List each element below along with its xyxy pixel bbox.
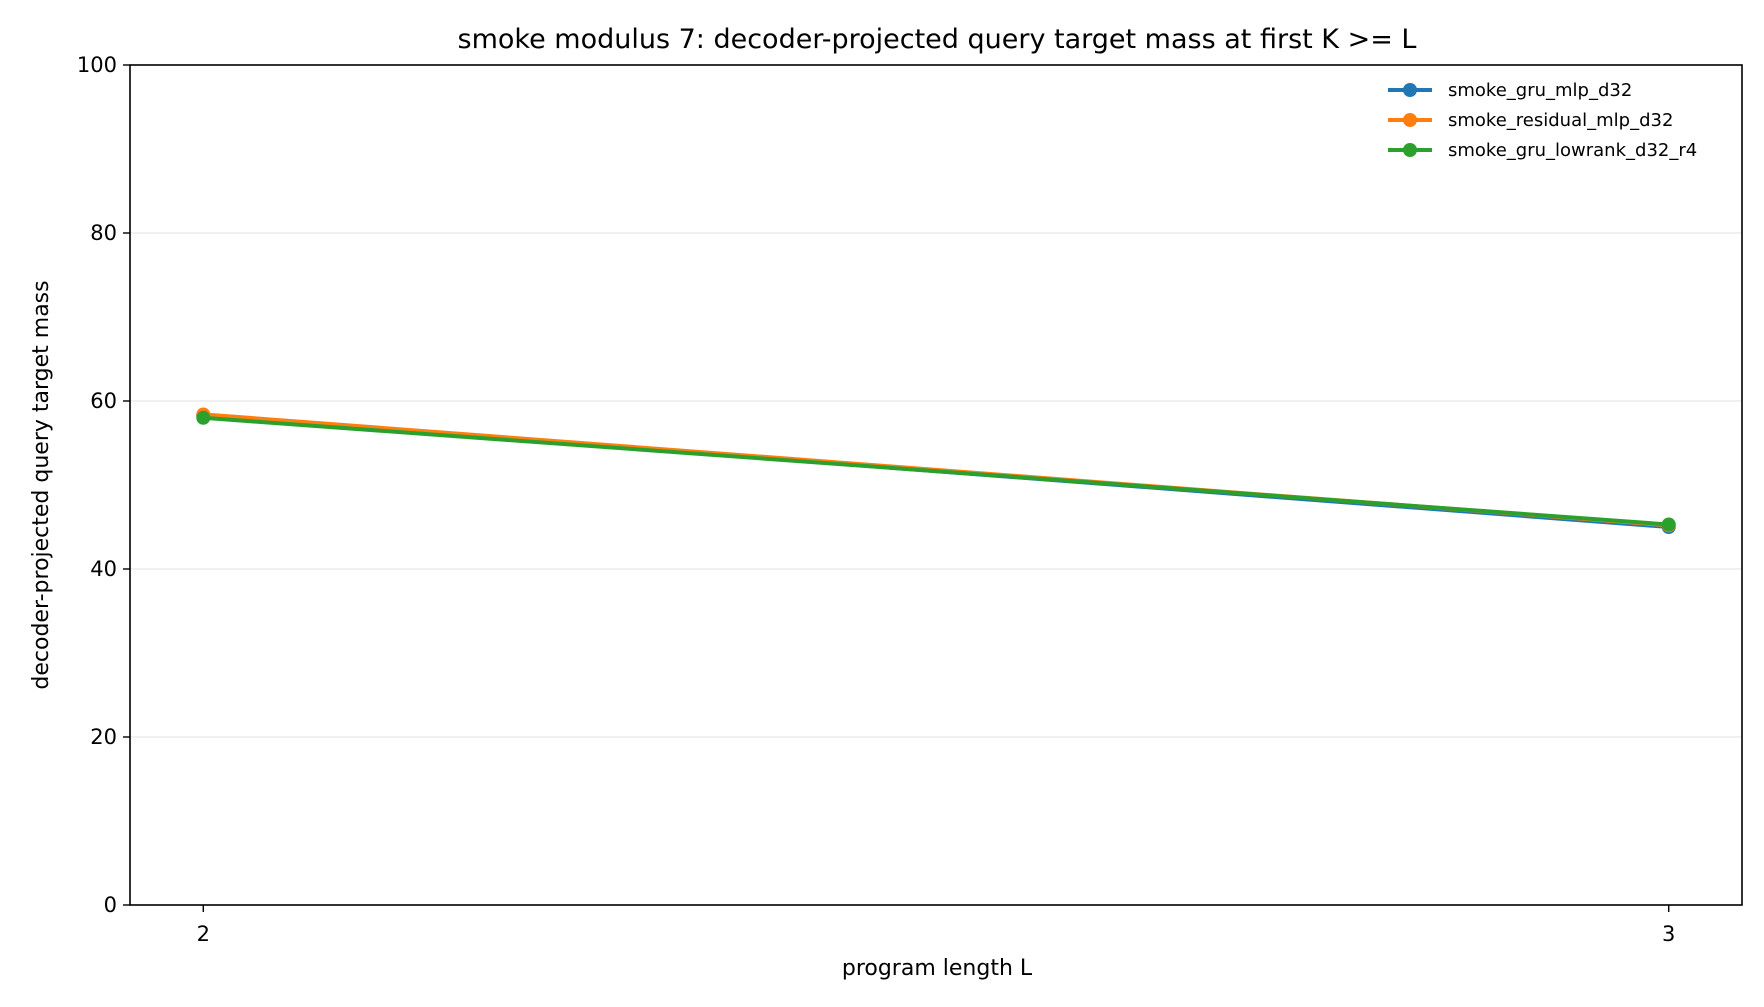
y-tick-label: 60 (90, 389, 117, 413)
series-line (203, 415, 1669, 527)
grid-layer (130, 232, 1742, 738)
legend-label: smoke_residual_mlp_d32 (1448, 110, 1673, 131)
y-tick-label: 20 (90, 725, 117, 749)
legend-marker (1403, 143, 1417, 157)
legend-item: smoke_gru_lowrank_d32_r4 (1388, 140, 1697, 161)
x-tick-label: 3 (1662, 922, 1675, 946)
y-axis-label: decoder-projected query target mass (29, 280, 54, 689)
data-point (1661, 517, 1676, 532)
legend: smoke_gru_mlp_d32 smoke_residual_mlp_d32s… (1388, 80, 1697, 161)
series-smoke_gru_lowrank_d32_r4 (196, 410, 1676, 532)
legend-item: smoke_residual_mlp_d32 (1388, 110, 1673, 131)
y-tick-label: 40 (90, 557, 117, 581)
legend-marker (1403, 113, 1417, 127)
y-axis-ticks: 0 20 40 60 80 100 (77, 53, 130, 917)
data-point (196, 410, 211, 425)
y-tick-label: 100 (77, 53, 117, 77)
legend-marker (1403, 83, 1417, 97)
legend-label: smoke_gru_lowrank_d32_r4 (1448, 140, 1697, 161)
plot-frame (129, 64, 1743, 906)
series-layer (196, 407, 1676, 534)
x-axis-label: program length L (842, 956, 1033, 981)
chart-title: smoke modulus 7: decoder-projected query… (458, 24, 1417, 55)
legend-item: smoke_gru_mlp_d32 (1388, 80, 1632, 101)
y-tick-label: 80 (90, 221, 117, 245)
y-tick-label: 0 (104, 893, 117, 917)
legend-label: smoke_gru_mlp_d32 (1448, 80, 1632, 101)
x-tick-label: 2 (197, 922, 210, 946)
